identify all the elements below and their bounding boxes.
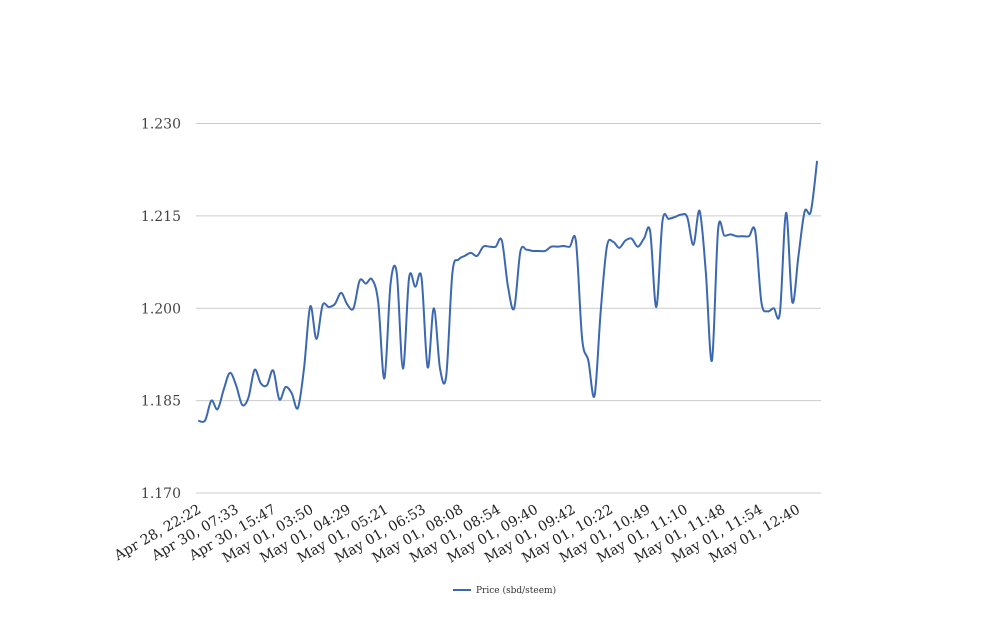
legend: Price (sbd/steem) <box>453 585 556 596</box>
y-tick-label: 1.200 <box>141 301 181 317</box>
y-tick-label: 1.230 <box>141 117 181 133</box>
y-tick-label: 1.215 <box>141 209 181 225</box>
series-line-0 <box>198 160 818 423</box>
y-axis-ticks: 1.170 1.185 1.200 1.215 1.230 <box>141 117 181 503</box>
y-tick-label: 1.170 <box>141 486 181 502</box>
series-lines <box>198 160 818 423</box>
y-tick-label: 1.185 <box>141 394 181 410</box>
grid-lines <box>196 123 821 494</box>
legend-label: Price (sbd/steem) <box>476 585 556 596</box>
